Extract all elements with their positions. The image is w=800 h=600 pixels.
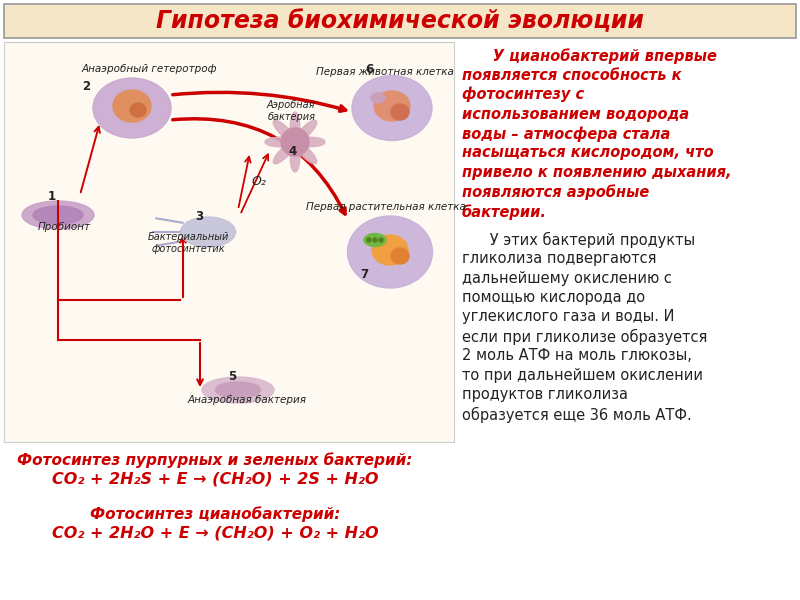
Text: продуктов гликолиза: продуктов гликолиза xyxy=(462,388,628,403)
Text: 3: 3 xyxy=(195,210,203,223)
Text: O₂: O₂ xyxy=(252,175,267,188)
Ellipse shape xyxy=(33,206,83,224)
Text: У этих бактерий продукты: У этих бактерий продукты xyxy=(462,232,695,248)
Text: помощью кислорода до: помощью кислорода до xyxy=(462,290,645,305)
Ellipse shape xyxy=(372,235,408,265)
Text: 5: 5 xyxy=(228,370,236,383)
Ellipse shape xyxy=(352,76,432,140)
Ellipse shape xyxy=(367,238,371,242)
Polygon shape xyxy=(265,112,325,172)
Ellipse shape xyxy=(364,233,386,247)
Text: 2 моль АТФ на моль глюкозы,: 2 моль АТФ на моль глюкозы, xyxy=(462,349,692,364)
Text: Бактериальный
фотосинтетик: Бактериальный фотосинтетик xyxy=(148,232,230,254)
Text: Гипотеза биохимической эволюции: Гипотеза биохимической эволюции xyxy=(156,9,644,33)
Text: CO₂ + 2H₂S + E → (CH₂O) + 2S + H₂O: CO₂ + 2H₂S + E → (CH₂O) + 2S + H₂O xyxy=(52,472,378,487)
Text: 4: 4 xyxy=(288,145,296,158)
Ellipse shape xyxy=(181,217,235,247)
Text: Пробионт: Пробионт xyxy=(38,222,91,232)
Ellipse shape xyxy=(130,103,146,117)
Text: Фотосинтез цианобактерий:: Фотосинтез цианобактерий: xyxy=(90,506,340,522)
Ellipse shape xyxy=(371,93,385,103)
FancyBboxPatch shape xyxy=(4,4,796,38)
Ellipse shape xyxy=(22,201,94,229)
Ellipse shape xyxy=(202,377,274,403)
Text: воды – атмосфера стала: воды – атмосфера стала xyxy=(462,126,670,142)
Text: CO₂ + 2H₂O + E → (CH₂O) + O₂ + H₂O: CO₂ + 2H₂O + E → (CH₂O) + O₂ + H₂O xyxy=(52,526,378,541)
Text: 1: 1 xyxy=(48,190,56,203)
Text: появляются аэробные: появляются аэробные xyxy=(462,185,650,200)
Ellipse shape xyxy=(391,248,409,264)
Text: Фотосинтез пурпурных и зеленых бактерий:: Фотосинтез пурпурных и зеленых бактерий: xyxy=(18,452,413,468)
Text: если при гликолизе образуется: если при гликолизе образуется xyxy=(462,329,707,345)
Ellipse shape xyxy=(347,216,433,288)
Ellipse shape xyxy=(391,104,409,120)
Ellipse shape xyxy=(93,78,171,138)
Text: 6: 6 xyxy=(365,63,374,76)
Text: Первая животная клетка: Первая животная клетка xyxy=(316,67,454,77)
Ellipse shape xyxy=(373,238,377,242)
Text: Анаэробный гетеротроф: Анаэробный гетеротроф xyxy=(82,64,218,74)
Text: гликолиза подвергаются: гликолиза подвергаются xyxy=(462,251,657,266)
Text: Аэробная
бактерия: Аэробная бактерия xyxy=(267,100,315,122)
Ellipse shape xyxy=(374,91,410,121)
Text: насыщаться кислородом, что: насыщаться кислородом, что xyxy=(462,145,714,160)
Text: использованием водорода: использованием водорода xyxy=(462,107,689,121)
Text: появляется способность к: появляется способность к xyxy=(462,67,682,82)
Ellipse shape xyxy=(379,238,383,242)
Ellipse shape xyxy=(215,382,261,398)
Text: Первая растительная клетка: Первая растительная клетка xyxy=(306,202,466,212)
Text: 2: 2 xyxy=(82,80,90,93)
Text: бактерии.: бактерии. xyxy=(462,204,547,220)
Ellipse shape xyxy=(113,90,151,122)
FancyBboxPatch shape xyxy=(4,42,454,442)
Text: Анаэробная бактерия: Анаэробная бактерия xyxy=(188,395,307,405)
Text: привело к появлению дыхания,: привело к появлению дыхания, xyxy=(462,165,731,180)
Text: фотосинтезу с: фотосинтезу с xyxy=(462,87,584,103)
Text: У цианобактерий впервые: У цианобактерий впервые xyxy=(462,48,717,64)
Polygon shape xyxy=(281,128,309,156)
Text: то при дальнейшем окислении: то при дальнейшем окислении xyxy=(462,368,703,383)
Text: 7: 7 xyxy=(360,268,368,281)
Text: образуется еще 36 моль АТФ.: образуется еще 36 моль АТФ. xyxy=(462,407,692,423)
Text: дальнейшему окислению с: дальнейшему окислению с xyxy=(462,271,672,286)
Text: углекислого газа и воды. И: углекислого газа и воды. И xyxy=(462,310,674,325)
